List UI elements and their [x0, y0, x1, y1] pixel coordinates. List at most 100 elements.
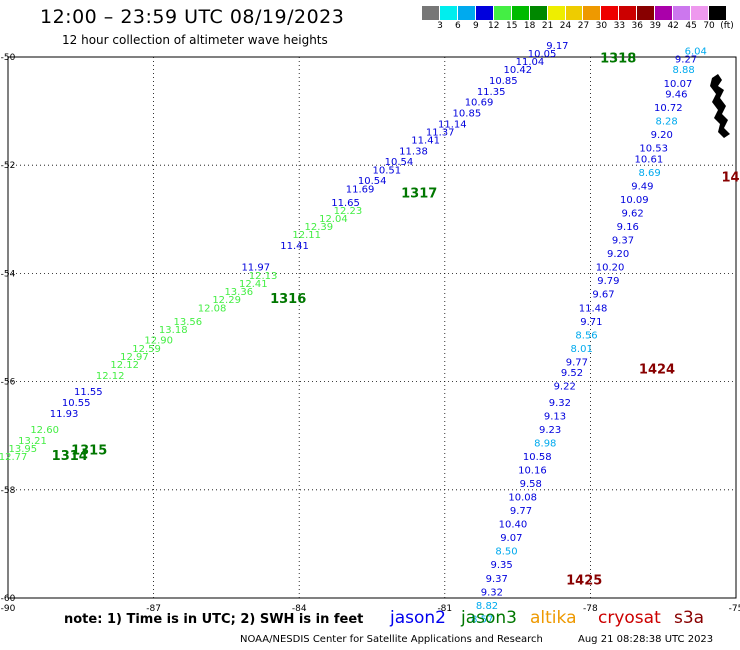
wave-height-value: 10.53	[639, 144, 668, 155]
wave-height-value: 9.62	[622, 209, 644, 220]
wave-height-value: 10.58	[523, 452, 552, 463]
lat-tick-label: -56	[1, 378, 16, 388]
wave-height-value: 9.46	[665, 90, 687, 101]
colorbar-label: 6	[455, 21, 461, 31]
wave-height-value: 10.85	[489, 76, 518, 87]
map-title: 12:00 – 23:59 UTC 08/19/2023	[40, 6, 345, 28]
wave-height-colorbar	[422, 6, 727, 20]
colorbar-label: 3	[437, 21, 443, 31]
pass-number-label: 1316	[270, 292, 306, 307]
wave-height-value: 11.38	[399, 146, 428, 157]
wave-height-value: 11.97	[241, 263, 270, 274]
lon-tick-label: -78	[583, 604, 598, 614]
wave-height-value: 9.13	[544, 411, 566, 422]
colorbar-swatch	[529, 6, 548, 20]
credit-line: NOAA/NESDIS Center for Satellite Applica…	[240, 634, 543, 645]
wave-height-value: 9.35	[490, 560, 512, 571]
wave-height-value: 8.88	[672, 65, 694, 76]
wave-height-value: 10.69	[465, 98, 494, 109]
lon-tick-label: -75	[729, 604, 740, 614]
colorbar-label: 21	[541, 21, 554, 31]
colorbar-swatch	[475, 6, 494, 20]
wave-height-value: 9.20	[651, 130, 673, 141]
legend-jason2: jason2	[390, 608, 446, 628]
colorbar-swatch	[691, 6, 709, 20]
colorbar-swatch	[439, 6, 458, 20]
colorbar-swatch	[422, 6, 440, 20]
wave-height-value: 9.67	[592, 290, 614, 301]
map-subtitle: 12 hour collection of altimeter wave hei…	[62, 33, 328, 47]
wave-height-value: 12.41	[239, 279, 268, 290]
lat-tick-label: -52	[1, 161, 16, 171]
wave-height-value: 8.57	[471, 614, 493, 625]
colorbar-swatch	[565, 6, 584, 20]
colorbar-swatch	[619, 6, 638, 20]
legend-cryosat: cryosat	[598, 608, 661, 628]
wave-height-value: 9.71	[580, 317, 602, 328]
wave-height-value: 9.77	[510, 506, 532, 517]
colorbar-swatch	[457, 6, 476, 20]
wave-height-value: 13.36	[224, 287, 253, 298]
map-frame	[7, 56, 737, 599]
lat-tick-label: -54	[1, 269, 16, 279]
wave-height-value: 9.37	[486, 574, 508, 585]
wave-height-value: 12.12	[110, 360, 139, 371]
colorbar-label: 12	[488, 21, 500, 31]
colorbar-swatch	[511, 6, 530, 20]
wave-height-value: 13.21	[18, 436, 47, 447]
wave-height-value: 8.69	[639, 168, 661, 179]
wave-height-value: 10.09	[620, 195, 649, 206]
wave-height-value: 8.82	[476, 601, 498, 612]
pass-number-label: 1315	[71, 444, 107, 459]
colorbar-label: 45	[685, 21, 697, 31]
wave-height-value: 11.69	[346, 184, 375, 195]
wave-height-value: 11.37	[426, 127, 455, 138]
wave-height-value: 12.29	[212, 295, 241, 306]
colorbar-label: 18	[523, 21, 536, 31]
wave-height-value: 9.23	[539, 425, 561, 436]
wave-height-value: 11.48	[579, 303, 608, 314]
generated-timestamp: Aug 21 08:28:38 UTC 2023	[578, 634, 714, 645]
wave-height-value: 12.11	[292, 230, 321, 241]
wave-height-value: 9.77	[566, 357, 588, 368]
colorbar-labels: 3 6 9 12 15 18 21 24 27 30 33 36 39 42 45 70 (ft)	[422, 21, 734, 33]
colorbar-swatch	[655, 6, 674, 20]
colorbar-swatch	[547, 6, 566, 20]
pass-number-label: 1318	[600, 51, 636, 66]
wave-height-value: 11.65	[331, 198, 360, 209]
lon-tick-label: -90	[1, 604, 16, 614]
wave-height-value: 11.04	[516, 57, 545, 68]
wave-height-value: 10.20	[596, 263, 625, 274]
wave-height-value: 12.13	[249, 271, 278, 282]
wave-height-value: 9.37	[612, 236, 634, 247]
wave-height-value: 12.59	[132, 344, 161, 355]
colorbar-label: 24	[559, 21, 572, 31]
legend-jason3: jason3	[461, 608, 517, 628]
colorbar-label: 39	[649, 21, 661, 31]
colorbar-label: 70	[703, 21, 715, 31]
wave-height-value: 13.56	[173, 317, 202, 328]
wave-height-value: 12.39	[305, 222, 334, 233]
wave-height-value: 11.93	[50, 409, 79, 420]
coastline-land	[710, 74, 730, 138]
wave-height-value: 12.08	[198, 303, 227, 314]
wave-height-value: 6.04	[685, 46, 707, 57]
wave-height-value: 10.61	[635, 154, 664, 165]
wave-height-value: 9.32	[481, 587, 503, 598]
colorbar-swatch	[583, 6, 602, 20]
wave-height-value: 11.41	[411, 136, 440, 147]
wave-height-value: 12.12	[96, 371, 125, 382]
wave-height-value: 9.17	[546, 41, 568, 52]
wave-height-value: 9.07	[500, 533, 522, 544]
lat-tick-label: -58	[1, 486, 16, 496]
pass-number-label: 1317	[401, 187, 437, 202]
footer-note: note: 1) Time is in UTC; 2) SWH is in fe…	[64, 612, 364, 627]
colorbar-label: 36	[631, 21, 644, 31]
pass-number-label: 1425	[566, 573, 602, 588]
colorbar-label: 15	[505, 21, 518, 31]
colorbar-label: 33	[613, 21, 626, 31]
wave-height-value: 10.16	[518, 466, 547, 477]
wave-height-value: 10.05	[528, 49, 557, 60]
wave-height-value: 8.28	[655, 117, 677, 128]
wave-height-value: 9.79	[597, 276, 619, 287]
